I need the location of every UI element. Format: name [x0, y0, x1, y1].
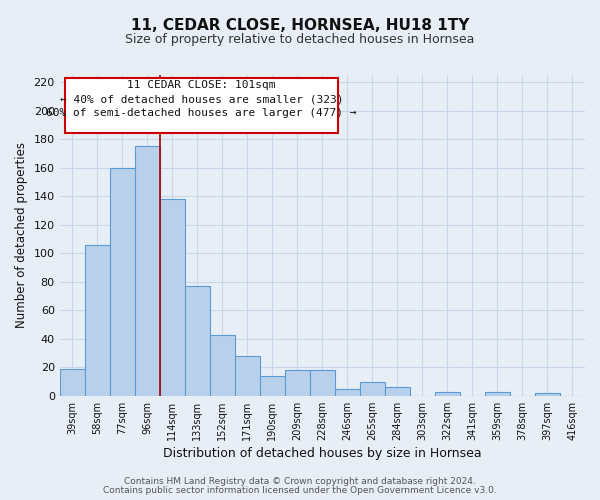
Bar — [235, 356, 260, 396]
Bar — [160, 199, 185, 396]
Bar — [285, 370, 310, 396]
Text: 60% of semi-detached houses are larger (477) →: 60% of semi-detached houses are larger (… — [46, 108, 357, 118]
Bar — [135, 146, 160, 396]
Bar — [260, 376, 285, 396]
Bar — [210, 334, 235, 396]
X-axis label: Distribution of detached houses by size in Hornsea: Distribution of detached houses by size … — [163, 447, 482, 460]
Bar — [360, 382, 385, 396]
Bar — [435, 392, 460, 396]
Text: Contains public sector information licensed under the Open Government Licence v3: Contains public sector information licen… — [103, 486, 497, 495]
Bar — [310, 370, 335, 396]
Text: ← 40% of detached houses are smaller (323): ← 40% of detached houses are smaller (32… — [60, 94, 343, 104]
Bar — [485, 392, 510, 396]
Bar — [335, 388, 360, 396]
Text: Contains HM Land Registry data © Crown copyright and database right 2024.: Contains HM Land Registry data © Crown c… — [124, 477, 476, 486]
Bar — [185, 286, 210, 396]
Bar — [85, 244, 110, 396]
Text: 11 CEDAR CLOSE: 101sqm: 11 CEDAR CLOSE: 101sqm — [127, 80, 276, 90]
Text: 11, CEDAR CLOSE, HORNSEA, HU18 1TY: 11, CEDAR CLOSE, HORNSEA, HU18 1TY — [131, 18, 469, 32]
Bar — [110, 168, 135, 396]
Bar — [59, 368, 85, 396]
Bar — [385, 388, 410, 396]
Bar — [535, 393, 560, 396]
Text: Size of property relative to detached houses in Hornsea: Size of property relative to detached ho… — [125, 32, 475, 46]
Y-axis label: Number of detached properties: Number of detached properties — [15, 142, 28, 328]
